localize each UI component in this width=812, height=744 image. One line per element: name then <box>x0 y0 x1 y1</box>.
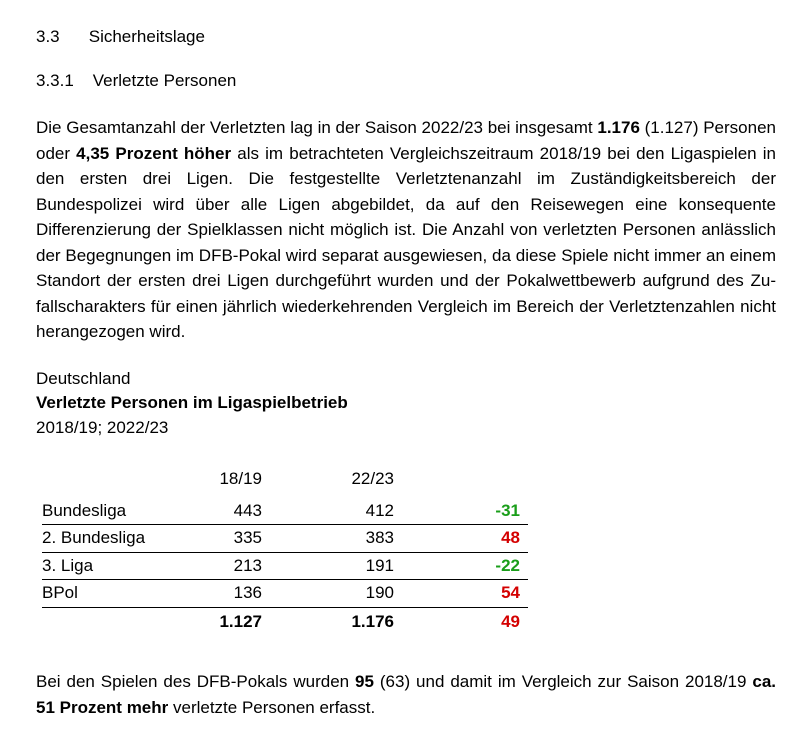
diff-value: 49 <box>501 612 520 631</box>
section-number: 3.3 <box>36 24 84 50</box>
body-paragraph-2: Bei den Spielen des DFB-Pokals wurden 95… <box>36 669 776 720</box>
para1-text: Die Gesamtanzahl der Verletzten lag in d… <box>36 118 597 137</box>
row-diff: 54 <box>402 580 528 608</box>
section-title: Sicherheitslage <box>89 27 205 46</box>
injured-persons-table: 18/19 22/23 Bundesliga 443 412 -31 2. Bu… <box>42 466 528 635</box>
diff-value: 48 <box>501 528 520 547</box>
chart-region: Deutschland <box>36 367 776 392</box>
para1-bold-total: 1.176 <box>597 118 640 137</box>
table-row: 3. Liga 213 191 -22 <box>42 552 528 580</box>
total-label <box>42 607 158 635</box>
row-1819: 213 <box>158 552 270 580</box>
para1-text: als im betrachteten Vergleichszeitraum 2… <box>36 144 776 342</box>
row-1819: 443 <box>158 498 270 525</box>
row-2223: 383 <box>270 525 402 553</box>
chart-period: 2018/19; 2022/23 <box>36 416 776 441</box>
row-1819: 136 <box>158 580 270 608</box>
row-2223: 191 <box>270 552 402 580</box>
para2-text: (63) und damit im Vergleich zur Saison 2… <box>374 672 752 691</box>
diff-value: -22 <box>495 556 520 575</box>
table-header-diff <box>402 466 528 498</box>
para1-bold-percent: 4,35 Prozent höher <box>76 144 231 163</box>
para2-text: verletzte Personen erfasst. <box>168 698 375 717</box>
table-row: Bundesliga 443 412 -31 <box>42 498 528 525</box>
total-diff: 49 <box>402 607 528 635</box>
subsection-number: 3.3.1 <box>36 68 88 94</box>
total-1819: 1.127 <box>158 607 270 635</box>
row-label: 2. Bundesliga <box>42 525 158 553</box>
chart-title: Verletzte Personen im Ligaspielbetrieb <box>36 391 776 416</box>
row-2223: 190 <box>270 580 402 608</box>
diff-value: 54 <box>501 583 520 602</box>
table-header-label <box>42 466 158 498</box>
row-label: 3. Liga <box>42 552 158 580</box>
subsection-title: Verletzte Personen <box>93 71 237 90</box>
row-diff: 48 <box>402 525 528 553</box>
chart-header: Deutschland Verletzte Personen im Ligasp… <box>36 367 776 441</box>
section-heading: 3.3 Sicherheitslage <box>36 24 776 50</box>
para2-bold-count: 95 <box>355 672 374 691</box>
row-1819: 335 <box>158 525 270 553</box>
table-row: BPol 136 190 54 <box>42 580 528 608</box>
body-paragraph-1: Die Gesamtanzahl der Verletzten lag in d… <box>36 115 776 345</box>
subsection-heading: 3.3.1 Verletzte Personen <box>36 68 776 94</box>
table-header-2223: 22/23 <box>270 466 402 498</box>
table-header-row: 18/19 22/23 <box>42 466 528 498</box>
row-2223: 412 <box>270 498 402 525</box>
row-diff: -22 <box>402 552 528 580</box>
table-header-1819: 18/19 <box>158 466 270 498</box>
row-label: Bundesliga <box>42 498 158 525</box>
row-label: BPol <box>42 580 158 608</box>
para2-text: Bei den Spielen des DFB-Pokals wurden <box>36 672 355 691</box>
table-row: 2. Bundesliga 335 383 48 <box>42 525 528 553</box>
row-diff: -31 <box>402 498 528 525</box>
total-2223: 1.176 <box>270 607 402 635</box>
table-total-row: 1.127 1.176 49 <box>42 607 528 635</box>
diff-value: -31 <box>495 501 520 520</box>
